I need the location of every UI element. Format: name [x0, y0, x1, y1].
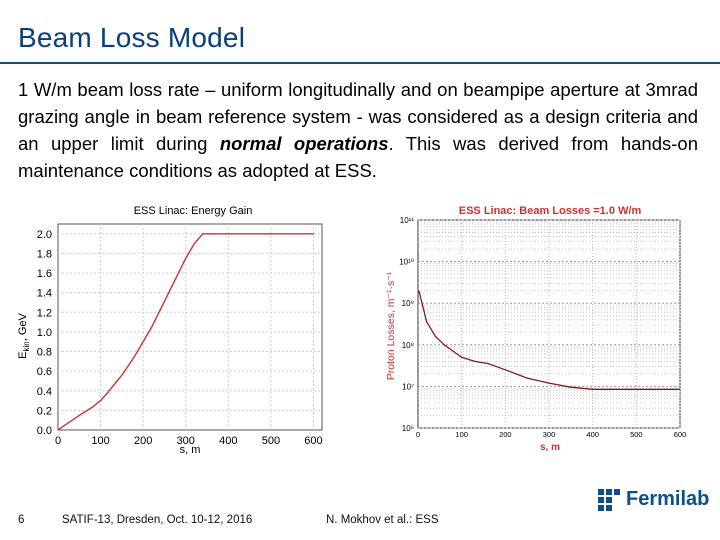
x-tick-label: 500 [262, 435, 280, 447]
y-tick-label: 0.2 [37, 405, 52, 417]
beam-loss-data-point [461, 356, 463, 358]
y-axis-label: Ekin, GeV [17, 312, 31, 358]
energy-gain-data-point [270, 233, 272, 235]
beam-loss-data-point [420, 300, 423, 302]
y-axis-label-rest: , GeV [17, 312, 29, 341]
y-tick-label: 2.0 [37, 229, 52, 241]
event-label: SATIF-13, Dresden, Oct. 10-12, 2016 [62, 514, 253, 526]
y-axis-label-sub: kin [22, 341, 31, 351]
x-tick-label: 300 [543, 430, 556, 439]
x-tick-label: 100 [91, 435, 109, 447]
beam-losses-chart: ESS Linac: Beam Losses =1.0 W/m Proton L… [385, 205, 687, 453]
beam-loss-data-point [426, 321, 428, 323]
energy-gain-data-point [134, 355, 136, 358]
y-tick-label: 10⁸ [402, 341, 414, 350]
beam-loss-data-point [443, 344, 445, 346]
energy-gain-data-point [99, 399, 102, 402]
x-tick-label: 200 [499, 430, 512, 439]
beam-loss-data-point [504, 369, 506, 371]
x-tick-label: 500 [630, 430, 643, 439]
x-axis-label: s, m [180, 444, 201, 456]
energy-gain-data-point [108, 390, 110, 392]
body-text: 1 W/m beam loss rate – uniform longitudi… [18, 76, 698, 184]
x-tick-label: 200 [134, 435, 152, 447]
energy-gain-data-point [121, 374, 123, 376]
y-axis-label-main: E [17, 352, 29, 359]
energy-gain-data-point [65, 423, 68, 425]
y-axis-label: Proton Losses, m⁻¹·s⁻¹ [385, 271, 397, 380]
y-tick-label: 10¹¹ [400, 216, 415, 225]
beam-loss-data-point [487, 362, 489, 365]
body-text-start: 1 W/m beam loss rate – uniform longitudi… [18, 79, 698, 154]
y-tick-label: 0.0 [37, 425, 52, 437]
y-tick-label: 0.8 [37, 347, 52, 359]
beam-loss-data-point [418, 290, 420, 292]
plot-frame [57, 223, 323, 431]
energy-gain-data-point [151, 326, 153, 328]
energy-gain-data-point [78, 414, 80, 416]
page-number: 6 [18, 514, 25, 526]
x-tick-label: 0 [416, 430, 420, 439]
beam-loss-data-point [452, 350, 454, 352]
beam-loss-data-point [592, 388, 594, 390]
energy-gain-data-point [57, 429, 59, 431]
y-tick-label: 1.8 [37, 248, 52, 260]
beam-loss-data-point [474, 360, 476, 363]
plot-frame [417, 219, 681, 429]
body-text-end: . This was derived from hands-on mainten… [18, 133, 698, 181]
x-tick-label: 400 [586, 430, 599, 439]
title-divider [0, 62, 720, 64]
x-tick-label: 600 [674, 430, 687, 439]
fermilab-wordmark: Fermilab [626, 488, 710, 510]
x-tick-label: 0 [55, 435, 61, 447]
beam-loss-data-point [613, 388, 616, 390]
y-tick-label: 0.4 [37, 386, 52, 398]
y-tick-label: 10¹⁰ [399, 258, 414, 267]
energy-gain-data-point [91, 406, 93, 409]
chart-title: ESS Linac: Beam Losses =1.0 W/m [459, 205, 642, 217]
y-tick-label: 1.6 [37, 268, 52, 280]
x-tick-label: 600 [304, 435, 322, 447]
x-tick-label: 400 [219, 435, 237, 447]
y-tick-label: 1.0 [37, 327, 52, 339]
energy-gain-data-point [210, 233, 212, 235]
beam-loss-data-point [548, 382, 550, 384]
beam-loss-data-point [570, 386, 572, 388]
energy-gain-data-point [227, 233, 229, 235]
fermilab-logo: Fermilab [598, 488, 709, 511]
energy-gain-data-point [202, 233, 204, 235]
slide-title: Beam Loss Model [18, 22, 246, 53]
beam-loss-data-point [526, 377, 528, 379]
energy-gain-data-point [312, 233, 315, 235]
energy-gain-data-point [193, 243, 195, 245]
y-tick-label: 10⁶ [402, 424, 414, 433]
beam-loss-data-point [434, 335, 437, 338]
body-text-emphasis: normal operations [219, 133, 389, 154]
x-tick-label: 100 [455, 430, 468, 439]
y-tick-label: 10⁷ [402, 382, 414, 391]
beam-loss-data-point [635, 388, 637, 390]
energy-gain-data-point [168, 292, 170, 294]
energy-gain-data-point [185, 257, 187, 259]
y-tick-label: 1.4 [37, 288, 52, 300]
energy-gain-chart: ESS Linac: Energy Gain Ekin, GeV s, m 0 1… [17, 205, 323, 456]
fermilab-icon [598, 488, 620, 511]
beam-loss-data-point [679, 388, 681, 390]
author-label: N. Mokhov et al.: ESS [326, 514, 439, 526]
y-tick-label: 0.6 [37, 366, 52, 378]
x-tick-label: 300 [177, 435, 195, 447]
y-tick-label: 1.2 [37, 307, 52, 319]
x-axis-label: s, m [540, 442, 560, 453]
chart-title: ESS Linac: Energy Gain [134, 205, 253, 217]
y-tick-label: 10⁹ [402, 299, 414, 308]
